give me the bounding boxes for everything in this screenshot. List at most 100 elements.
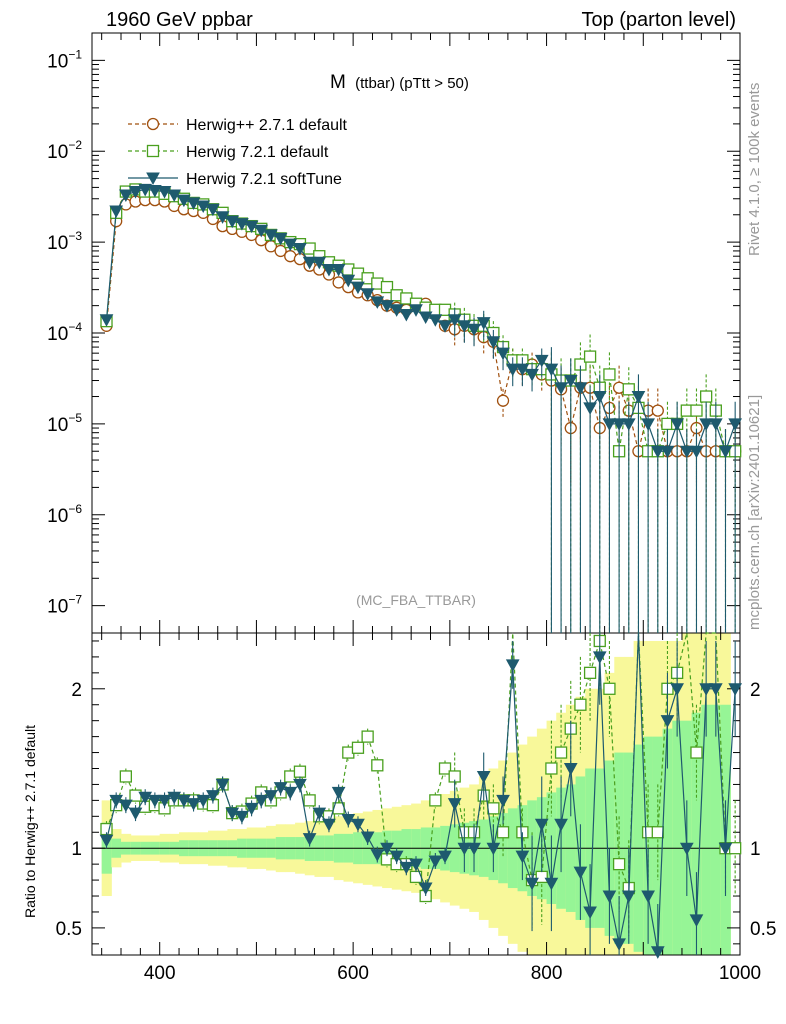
data-point xyxy=(525,368,539,382)
ratio-data-point xyxy=(554,746,568,759)
data-point xyxy=(573,382,588,395)
ratio-data-point xyxy=(486,842,501,856)
x-tick-label: 800 xyxy=(531,963,563,984)
series-triangle xyxy=(99,183,743,633)
data-point xyxy=(592,391,607,404)
legend-entry-triangle: Herwig 7.2.1 softTune xyxy=(128,171,342,188)
ratio-data-point xyxy=(650,946,665,959)
data-point xyxy=(283,238,298,252)
ratio-data-point xyxy=(186,798,201,811)
ratio-data-point xyxy=(196,794,211,808)
data-point xyxy=(418,311,433,325)
data-point xyxy=(370,296,385,309)
ratio-data-point xyxy=(351,818,365,832)
ratio-data-point xyxy=(341,814,356,827)
data-point xyxy=(583,402,597,415)
data-point xyxy=(622,383,635,396)
data-point xyxy=(215,211,230,224)
ratio-data-point xyxy=(360,831,375,845)
ratio-data-point xyxy=(534,818,549,832)
series-circle xyxy=(100,193,742,506)
data-point xyxy=(235,218,249,231)
ratio-data-point xyxy=(525,877,539,891)
data-point xyxy=(476,317,491,330)
data-point xyxy=(602,418,617,431)
ratio-data-point xyxy=(351,741,365,754)
y-tick-mantissa: 10 xyxy=(47,51,68,72)
ratio-data-point xyxy=(679,842,694,856)
legend-marker xyxy=(146,172,160,186)
data-point xyxy=(303,242,316,255)
ratio-data-point xyxy=(109,794,124,808)
x-tick-label: 400 xyxy=(144,963,176,984)
ratio-data-point xyxy=(244,802,259,816)
ratio-data-point xyxy=(592,651,607,664)
ratio-data-point xyxy=(554,818,568,832)
ratio-y-tick-label-right: 1 xyxy=(750,839,761,860)
legend-entry-square: Herwig 7.2.1 default xyxy=(128,144,329,161)
ratio-data-point xyxy=(312,807,327,821)
ratio-data-point xyxy=(476,770,491,784)
data-point xyxy=(447,314,462,327)
ratio-data-point xyxy=(418,882,433,896)
ratio-frame xyxy=(91,632,741,956)
data-point xyxy=(544,363,559,377)
ratio-data-point xyxy=(612,938,626,951)
ratio-data-point xyxy=(322,818,336,832)
y-tick-label: 10−7 xyxy=(47,593,82,618)
ratio-data-point xyxy=(708,683,723,696)
plot-title-rest: (ttbar) (pTtt > 50) xyxy=(355,75,469,92)
y-tick-exponent: −1 xyxy=(68,47,82,61)
ratio-data-point xyxy=(670,683,684,696)
data-point xyxy=(496,394,510,407)
ratio-data-point xyxy=(380,842,394,856)
y-tick-label: 10−4 xyxy=(47,320,82,345)
ratio-data-point xyxy=(496,826,510,839)
data-point xyxy=(457,320,472,333)
data-point xyxy=(206,203,220,217)
band-inner-59 xyxy=(672,720,683,955)
ratio-data-point xyxy=(409,858,423,872)
data-point xyxy=(583,350,597,363)
data-point xyxy=(534,354,549,368)
data-point xyxy=(467,323,481,337)
data-point xyxy=(341,274,356,288)
x-tick-label: 1000 xyxy=(719,963,761,984)
ratio-data-point xyxy=(429,794,442,807)
ratio-data-point xyxy=(399,861,414,875)
y-tick-exponent: −7 xyxy=(68,593,82,607)
legend-label: Herwig++ 2.7.1 default xyxy=(186,117,348,134)
data-point xyxy=(148,184,162,198)
data-point xyxy=(312,256,327,270)
data-point xyxy=(718,445,733,459)
ratio-y-tick-label-left: 0.5 xyxy=(56,919,82,940)
ratio-data-point xyxy=(457,842,472,856)
ratio-data-point xyxy=(438,762,452,775)
data-point xyxy=(505,363,520,377)
y-tick-label: 10−5 xyxy=(47,411,82,436)
data-point xyxy=(438,320,452,333)
ratio-data-point xyxy=(690,746,703,759)
ratio-data-point xyxy=(641,890,655,904)
ratio-data-point xyxy=(583,906,597,920)
data-point xyxy=(428,314,443,327)
data-point xyxy=(167,189,182,203)
y-tick-exponent: −4 xyxy=(68,320,82,334)
process-label: Top (parton level) xyxy=(581,9,736,31)
plot-title: M (ttbar) (pTtt > 50) xyxy=(330,72,469,93)
ratio-data-point xyxy=(699,683,713,696)
legend-label: Herwig 7.2.1 softTune xyxy=(186,171,342,188)
data-point xyxy=(109,205,124,219)
data-point xyxy=(157,186,172,199)
ratio-data-point xyxy=(371,759,384,772)
ratio-data-point xyxy=(544,877,559,891)
band-inner-61 xyxy=(691,712,702,955)
data-point xyxy=(515,363,530,377)
plot-title-main: M xyxy=(330,72,346,93)
data-point xyxy=(128,186,143,199)
data-point xyxy=(496,347,510,361)
data-point xyxy=(360,288,375,301)
data-point xyxy=(322,263,336,277)
data-point xyxy=(670,418,684,431)
ratio-data-point xyxy=(535,870,548,884)
